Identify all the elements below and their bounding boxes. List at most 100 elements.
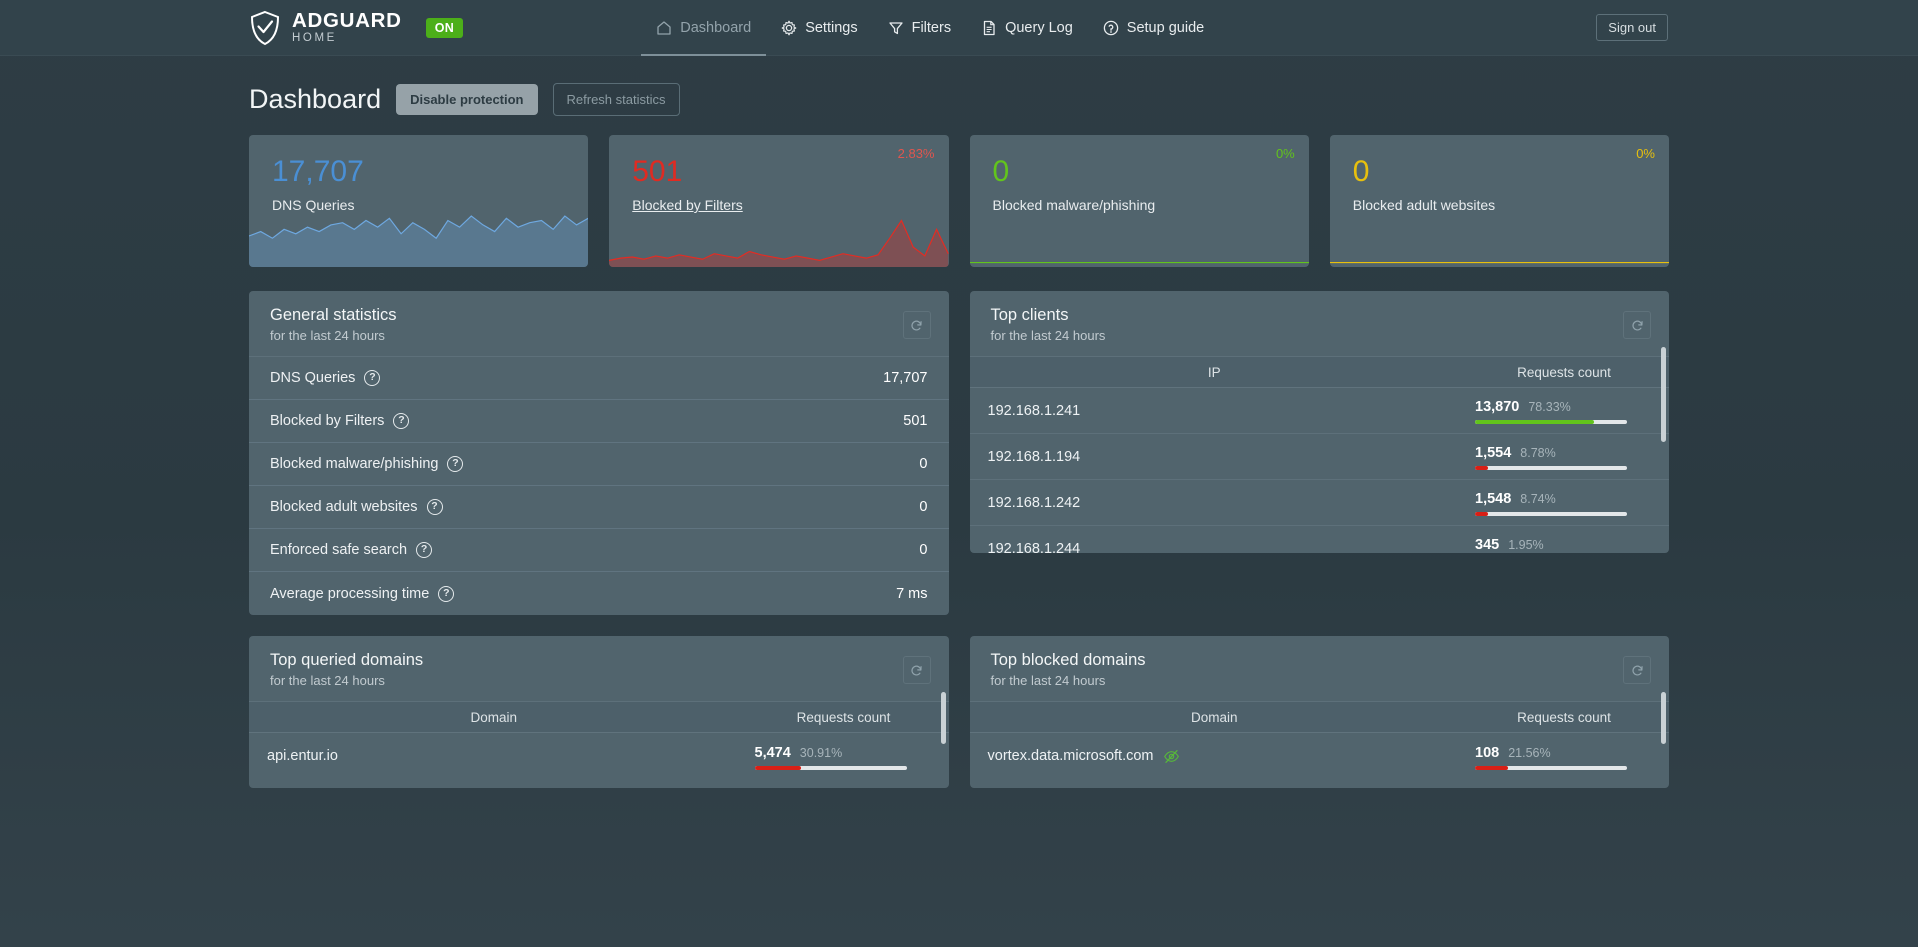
row-name[interactable]: 192.168.1.241 <box>988 403 1476 419</box>
stat-card-2: 2.83% 501 Blocked by Filters <box>609 135 949 267</box>
stat-row-label: DNS Queries <box>270 370 356 386</box>
panel-title: Top queried domains <box>270 651 424 669</box>
row-percent: 21.56% <box>1508 745 1551 760</box>
panel-general-statistics: General statistics for the last 24 hours… <box>249 291 949 615</box>
general-statistics-row: Blocked malware/phishing? 0 <box>249 443 949 486</box>
help-icon[interactable]: ? <box>416 542 433 558</box>
page-content: Dashboard Disable protection Refresh sta… <box>0 56 1918 788</box>
refresh-top-blocked-domains-button[interactable] <box>1623 656 1651 684</box>
help-icon[interactable]: ? <box>447 456 464 472</box>
row-count: 5,474 <box>754 744 791 761</box>
column-header-requests-count: Requests count <box>1517 709 1611 725</box>
stat-row-label: Blocked malware/phishing <box>270 456 439 472</box>
help-icon[interactable]: ? <box>426 499 443 515</box>
help-icon[interactable]: ? <box>393 413 410 429</box>
main-nav: Dashboard Settings Filters Query Log <box>641 0 1219 56</box>
stat-card-label: Blocked malware/phishing <box>992 197 1156 213</box>
row-progress-bar <box>1475 765 1627 770</box>
row-percent: 78.33% <box>1528 400 1571 414</box>
row-count: 345 <box>1475 537 1500 553</box>
stat-card-number: 17,707 <box>272 155 364 188</box>
panel-top-queried-domains: Top queried domains for the last 24 hour… <box>249 636 949 788</box>
column-header-domain: Domain <box>470 709 518 725</box>
logo-title: ADGUARD <box>292 9 402 32</box>
sign-out-button[interactable]: Sign out <box>1596 14 1668 41</box>
logo-subtitle: HOME <box>292 31 337 44</box>
row-name[interactable]: 192.168.1.244 <box>988 541 1476 554</box>
nav-item-filters[interactable]: Filters <box>873 0 966 56</box>
row-name[interactable]: 192.168.1.242 <box>988 495 1476 511</box>
row-count-cell: 1,554 8.78% <box>1475 443 1651 470</box>
row-name-text: 192.168.1.242 <box>987 494 1081 511</box>
stat-card-label: DNS Queries <box>272 197 355 213</box>
stat-row-value: 0 <box>919 542 928 558</box>
stat-card-number: 501 <box>632 155 683 188</box>
top-clients-row: 192.168.1.244 345 1.95% <box>970 526 1670 553</box>
help-icon[interactable]: ? <box>364 370 381 386</box>
general-statistics-row: Average processing time? 7 ms <box>249 572 949 615</box>
refresh-statistics-button[interactable]: Refresh statistics <box>552 83 680 116</box>
disable-protection-button[interactable]: Disable protection <box>396 84 538 115</box>
stat-row-value: 0 <box>919 456 928 472</box>
sparkline-chart <box>609 205 949 267</box>
nav-label-dashboard: Dashboard <box>680 19 752 36</box>
nav-item-setup-guide[interactable]: Setup guide <box>1088 0 1219 56</box>
row-percent: 8.78% <box>1520 446 1556 460</box>
stat-card-label[interactable]: Blocked by Filters <box>632 197 743 213</box>
nav-item-settings[interactable]: Settings <box>766 0 872 56</box>
row-count-cell: 1,548 8.74% <box>1475 489 1651 516</box>
nav-label-filters: Filters <box>911 19 952 36</box>
nav-item-query-log[interactable]: Query Log <box>966 0 1088 56</box>
nav-item-dashboard[interactable]: Dashboard <box>641 0 767 56</box>
stat-card-percent: 0% <box>1275 146 1295 161</box>
row-name[interactable]: api.entur.io <box>267 748 755 764</box>
row-percent: 1.95% <box>1508 538 1544 552</box>
top-clients-rows: 192.168.1.241 13,870 78.33% 192.168.1.194 1,… <box>969 388 1670 553</box>
general-statistics-row: DNS Queries? 17,707 <box>249 357 949 400</box>
stat-card-4: 0% 0 Blocked adult websites <box>1329 135 1669 267</box>
stat-row-label: Enforced safe search <box>270 542 408 558</box>
stat-card-number: 0 <box>1352 155 1370 188</box>
refresh-top-queried-domains-button[interactable] <box>902 656 931 684</box>
row-count-cell: 13,870 78.33% <box>1475 397 1651 424</box>
row-name-text: 192.168.1.244 <box>987 540 1081 554</box>
protection-status-badge[interactable]: ON <box>425 17 464 38</box>
top-queried-domains-rows: api.entur.io 5,474 30.91% <box>249 733 949 779</box>
top-clients-row: 192.168.1.242 1,548 8.74% <box>969 480 1669 526</box>
top-blocked-domains-rows: vortex.data.microsoft.com 108 21.56% <box>970 733 1670 779</box>
gear-icon <box>781 20 797 35</box>
row-progress-bar <box>754 765 907 770</box>
top-queried-domains-row: api.entur.io 5,474 30.91% <box>249 733 949 779</box>
panel-header: Top queried domains for the last 24 hour… <box>249 636 949 702</box>
row-progress-bar <box>1475 512 1627 516</box>
refresh-icon <box>911 320 922 331</box>
row-name[interactable]: 192.168.1.194 <box>988 449 1476 465</box>
stat-cards: 17,707 DNS Queries 2.83% 501 Blocked by Filt… <box>249 135 1669 267</box>
eye-slash-icon[interactable] <box>1163 748 1180 765</box>
refresh-icon <box>1631 320 1643 331</box>
column-header-requests-count: Requests count <box>796 709 891 725</box>
panel-top-blocked-domains: Top blocked domains for the last 24 hour… <box>969 636 1670 788</box>
general-statistics-row: Enforced safe search? 0 <box>249 529 949 572</box>
stat-row-value: 0 <box>919 499 928 515</box>
row-count-cell: 108 21.56% <box>1475 743 1651 770</box>
stat-card-3: 0% 0 Blocked malware/phishing <box>969 135 1309 267</box>
table-header: Domain Requests count <box>969 702 1669 733</box>
scrollbar-top-queried-domains[interactable] <box>940 692 946 744</box>
row-count: 13,870 <box>1475 399 1520 415</box>
top-blocked-domains-row: vortex.data.microsoft.com 108 21.56% <box>970 733 1670 779</box>
refresh-general-statistics-button[interactable] <box>902 311 931 339</box>
row-count: 108 <box>1475 744 1500 761</box>
app-logo[interactable]: ADGUARD HOME ON <box>249 9 464 46</box>
help-icon[interactable]: ? <box>438 585 455 602</box>
panel-subtitle: for the last 24 hours <box>990 328 1106 343</box>
column-header-requests-count: Requests count <box>1517 364 1611 380</box>
panels-grid: General statistics for the last 24 hours… <box>249 291 1669 788</box>
refresh-top-clients-button[interactable] <box>1623 311 1651 339</box>
row-progress-bar <box>1475 420 1627 424</box>
scrollbar-top-blocked-domains[interactable] <box>1661 692 1666 744</box>
stat-row-value: 17,707 <box>883 370 928 386</box>
question-circle-icon <box>1103 20 1119 35</box>
row-name[interactable]: vortex.data.microsoft.com <box>988 748 1476 765</box>
scrollbar-top-clients[interactable] <box>1661 347 1666 442</box>
